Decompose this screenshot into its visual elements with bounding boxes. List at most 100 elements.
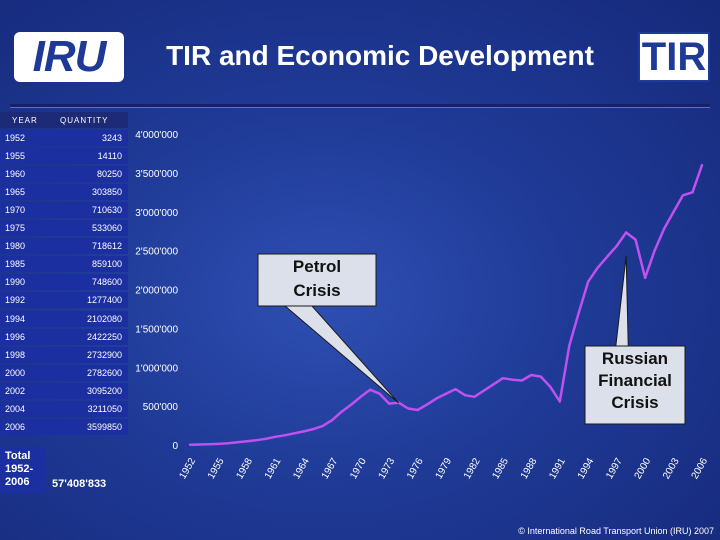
data-point xyxy=(321,424,324,428)
table-cell-quantity: 3211050 xyxy=(87,403,122,414)
data-point xyxy=(312,427,315,431)
page-title: TIR and Economic Development xyxy=(166,40,594,71)
x-tick-label: 2006 xyxy=(690,456,711,481)
iru-logo-text: IRU xyxy=(32,32,107,81)
data-point xyxy=(691,191,694,194)
data-point xyxy=(236,441,239,444)
callout-box xyxy=(257,253,377,307)
x-tick-label: 1985 xyxy=(490,456,511,481)
y-tick-label: 2'000'000 xyxy=(135,286,178,297)
table-cell-quantity: 710630 xyxy=(91,205,122,216)
table-cell-quantity: 859100 xyxy=(91,259,122,270)
tir-logo: TIR xyxy=(638,32,710,82)
x-tick-label: 1976 xyxy=(405,456,426,481)
table-cell-quantity: 3095200 xyxy=(86,385,122,396)
table-cell-quantity: 748600 xyxy=(91,277,122,288)
total-value: 57'408'833 xyxy=(52,478,107,490)
table-cell-year: 1975 xyxy=(5,223,26,234)
y-tick-label: 3'500'000 xyxy=(135,169,178,180)
callout-text-line: Russian xyxy=(602,349,668,368)
table-cell-quantity: 2782600 xyxy=(86,367,122,378)
table-row: 1994 2102080 xyxy=(0,310,128,327)
x-tick-label: 1952 xyxy=(178,456,199,481)
data-point xyxy=(387,402,391,405)
table-cell-year: 2006 xyxy=(5,421,26,432)
data-point xyxy=(568,344,571,347)
data-point xyxy=(700,163,704,167)
data-point xyxy=(359,395,362,398)
data-point xyxy=(349,403,353,406)
x-tick-label: 1964 xyxy=(291,456,312,481)
table-cell-quantity: 2422250 xyxy=(86,331,122,342)
data-point xyxy=(217,442,220,446)
data-point xyxy=(226,442,230,445)
table-row: 1970 710630 xyxy=(0,202,128,219)
data-point xyxy=(681,194,685,197)
copyright-notice: © International Road Transport Union (IR… xyxy=(518,526,714,536)
table-cell-year: 2004 xyxy=(5,403,26,414)
data-point xyxy=(615,244,618,248)
table-row: 2000 2782600 xyxy=(0,364,128,381)
x-tick-label: 1991 xyxy=(547,456,568,481)
y-tick-label: 0 xyxy=(172,441,178,452)
table-cell-quantity: 14110 xyxy=(97,151,122,162)
table-cell-year: 1992 xyxy=(5,295,26,306)
total-label: Total 1952-2006 xyxy=(0,447,46,493)
data-point xyxy=(511,378,514,381)
data-point xyxy=(264,437,268,440)
table-row: 1980 718612 xyxy=(0,238,128,255)
iru-logo: IRU xyxy=(14,32,124,82)
data-point xyxy=(255,438,258,442)
x-tick-label: 1997 xyxy=(604,456,625,481)
data-point xyxy=(444,392,448,395)
table-cell-year: 1965 xyxy=(5,187,26,198)
data-point xyxy=(662,227,666,230)
table-row: 1955 14110 xyxy=(0,148,128,165)
table-row: 1952 3243 xyxy=(0,130,128,146)
callout-text-line: Crisis xyxy=(611,393,658,412)
data-point xyxy=(302,430,305,433)
x-tick-label: 1973 xyxy=(377,456,398,481)
table-row: 2004 3211050 xyxy=(0,400,128,417)
data-point xyxy=(672,210,675,213)
year-column-header: YEAR xyxy=(12,116,38,125)
data-point xyxy=(624,231,628,234)
x-tick-label: 1988 xyxy=(519,456,540,481)
callout-box xyxy=(584,345,686,425)
table-cell-year: 1952 xyxy=(5,133,26,143)
data-point xyxy=(558,400,561,403)
callout-text-line: Crisis xyxy=(293,281,340,300)
table-cell-quantity: 1277400 xyxy=(86,295,122,306)
table-row: 2002 3095200 xyxy=(0,382,128,399)
y-tick-label: 1'000'000 xyxy=(135,363,178,374)
table-cell-quantity: 3243 xyxy=(101,133,122,143)
data-point xyxy=(245,440,249,443)
data-point xyxy=(274,435,277,439)
data-point xyxy=(331,418,334,422)
data-point xyxy=(283,434,287,437)
table-cell-quantity: 303850 xyxy=(91,187,122,198)
data-point xyxy=(605,255,609,258)
data-point xyxy=(530,373,533,377)
y-tick-label: 4'000'000 xyxy=(135,130,178,141)
data-point xyxy=(454,387,457,391)
data-point xyxy=(577,311,580,315)
quantity-column-header: QUANTITY xyxy=(60,116,109,125)
table-row: 2006 3599850 xyxy=(0,418,128,435)
x-tick-label: 1967 xyxy=(320,456,341,481)
x-tick-label: 2003 xyxy=(661,456,682,481)
table-cell-quantity: 533060 xyxy=(91,223,122,234)
data-point xyxy=(596,266,599,269)
data-point xyxy=(539,375,543,378)
data-point xyxy=(188,443,192,446)
tir-logo-text: TIR xyxy=(641,35,707,79)
data-point xyxy=(587,280,590,283)
data-point xyxy=(406,407,410,410)
table-cell-year: 1994 xyxy=(5,313,26,324)
data-point xyxy=(340,410,343,413)
data-point xyxy=(425,403,429,406)
y-tick-label: 3'000'000 xyxy=(135,208,178,219)
data-point xyxy=(549,385,552,388)
data-point xyxy=(473,395,476,398)
